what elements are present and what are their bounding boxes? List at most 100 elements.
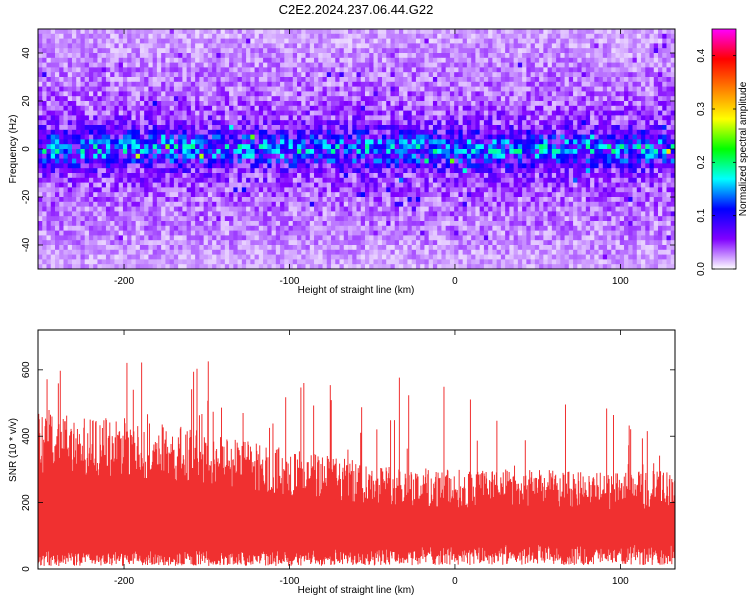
heatmap-cell — [42, 101, 47, 107]
heatmap-cell — [348, 91, 353, 97]
heatmap-cell — [301, 29, 306, 35]
heatmap-cell — [454, 38, 459, 44]
heatmap-cell — [522, 105, 527, 111]
heatmap-cell — [483, 125, 489, 131]
heatmap-cell — [178, 77, 183, 83]
heatmap-cell — [233, 182, 238, 188]
heatmap-cell — [428, 125, 434, 131]
heatmap-cell — [568, 153, 574, 159]
heatmap-cell — [207, 101, 213, 107]
heatmap-cell — [326, 81, 332, 87]
heatmap-cell — [292, 62, 298, 68]
heatmap-cell — [598, 43, 604, 49]
heatmap-cell — [394, 101, 400, 107]
heatmap-cell — [309, 48, 315, 54]
heatmap-cell — [156, 120, 162, 126]
heatmap-cell — [420, 81, 425, 87]
heatmap-cell — [551, 168, 557, 174]
heatmap-cell — [475, 125, 481, 131]
heatmap-cell — [301, 120, 306, 126]
heatmap-cell — [373, 96, 379, 102]
heatmap-cell — [220, 110, 226, 116]
heatmap-cell — [263, 110, 268, 116]
heatmap-cell — [258, 144, 264, 150]
heatmap-cell — [267, 129, 272, 135]
heatmap-cell — [42, 43, 47, 49]
heatmap-cell — [309, 129, 315, 135]
heatmap-cell — [71, 91, 77, 97]
heatmap-cell — [292, 134, 298, 140]
heatmap-cell — [607, 177, 612, 183]
heatmap-cell — [288, 173, 294, 179]
heatmap-cell — [445, 105, 451, 111]
heatmap-cell — [288, 62, 294, 68]
heatmap-cell — [594, 105, 599, 111]
heatmap-cell — [76, 105, 81, 111]
heatmap-cell — [534, 173, 540, 179]
heatmap-cell — [364, 105, 370, 111]
heatmap-cell — [67, 72, 73, 78]
heatmap-cell — [530, 91, 536, 97]
heatmap-cell — [479, 110, 485, 116]
heatmap-cell — [127, 173, 132, 179]
heatmap-cell — [156, 134, 162, 140]
heatmap-cell — [585, 149, 591, 155]
heatmap-cell — [530, 177, 536, 183]
heatmap-cell — [628, 105, 633, 111]
heatmap-cell — [556, 158, 561, 164]
heatmap-cell — [297, 139, 302, 145]
heatmap-cell — [305, 158, 311, 164]
heatmap-cell — [653, 149, 659, 155]
heatmap-cell — [114, 115, 120, 121]
heatmap-cell — [539, 163, 544, 169]
heatmap-cell — [97, 91, 103, 97]
heatmap-cell — [118, 129, 124, 135]
heatmap-cell — [165, 182, 171, 188]
heatmap-cell — [564, 163, 570, 169]
heatmap-cell — [364, 144, 370, 150]
heatmap-cell — [445, 153, 451, 159]
heatmap-cell — [602, 43, 608, 49]
heatmap-cell — [114, 91, 120, 97]
heatmap-cell — [488, 77, 493, 83]
heatmap-cell — [449, 182, 455, 188]
heatmap-cell — [645, 163, 650, 169]
heatmap-cell — [649, 96, 655, 102]
heatmap-cell — [373, 38, 379, 44]
heatmap-cell — [666, 77, 672, 83]
heatmap-cell — [88, 105, 94, 111]
heatmap-cell — [280, 110, 285, 116]
heatmap-cell — [645, 120, 650, 126]
heatmap-cell — [398, 48, 404, 54]
heatmap-cell — [594, 96, 599, 102]
heatmap-cell — [114, 177, 120, 183]
heatmap-cell — [415, 57, 421, 63]
heatmap-cell — [619, 158, 625, 164]
heatmap-cell — [105, 139, 111, 145]
heatmap-cell — [662, 168, 667, 174]
heatmap-cell — [462, 168, 468, 174]
heatmap-cell — [331, 158, 336, 164]
heatmap-cell — [331, 177, 336, 183]
heatmap-cell — [428, 67, 434, 73]
heatmap-cell — [500, 139, 506, 145]
heatmap-cell — [67, 86, 73, 92]
heatmap-cell — [505, 43, 510, 49]
heatmap-cell — [292, 29, 298, 35]
heatmap-cell — [658, 182, 663, 188]
heatmap-cell — [577, 173, 582, 179]
heatmap-cell — [178, 144, 183, 150]
heatmap-cell — [483, 139, 489, 145]
heatmap-cell — [195, 29, 200, 35]
heatmap-cell — [615, 62, 621, 68]
heatmap-cell — [131, 48, 137, 54]
heatmap-cell — [619, 120, 625, 126]
heatmap-cell — [407, 33, 413, 39]
heatmap-cell — [594, 62, 599, 68]
heatmap-cell — [301, 62, 306, 68]
heatmap-cell — [496, 139, 502, 145]
heatmap-cell — [173, 105, 179, 111]
heatmap-cell — [314, 43, 319, 49]
heatmap-cell — [101, 91, 107, 97]
heatmap-cell — [420, 62, 425, 68]
